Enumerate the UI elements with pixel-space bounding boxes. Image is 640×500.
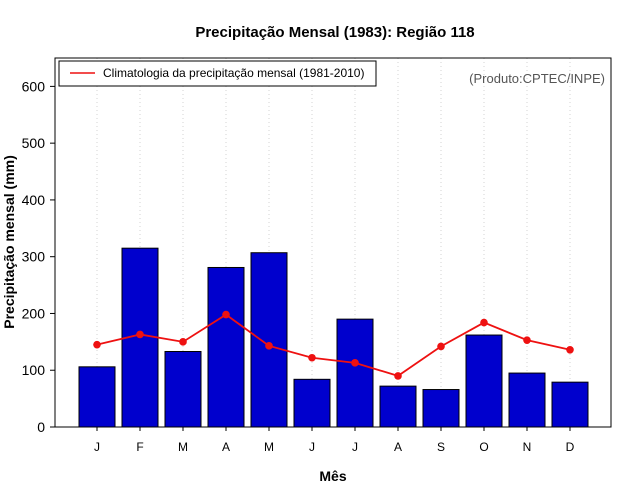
- x-tick-label: A: [222, 440, 230, 454]
- y-tick-label: 500: [22, 135, 46, 151]
- y-axis-label: Precipitação mensal (mm): [1, 155, 17, 329]
- y-tick-label: 200: [22, 305, 46, 321]
- line-point: [394, 372, 402, 380]
- line-point: [265, 342, 273, 350]
- y-tick-label: 100: [22, 362, 46, 378]
- grid: [96, 58, 571, 427]
- x-tick-label: M: [264, 440, 274, 454]
- plot-frame: [54, 57, 612, 428]
- bar: [422, 389, 460, 428]
- y-tick-label: 600: [22, 78, 46, 94]
- y-axis: 0 100 200 300 400 500 600: [22, 78, 55, 435]
- x-tick-label: D: [566, 440, 575, 454]
- bar: [379, 385, 417, 428]
- y-tick-label: 400: [22, 192, 46, 208]
- bar: [207, 266, 245, 428]
- line-point: [351, 359, 359, 367]
- bar: [508, 372, 546, 428]
- bar: [250, 252, 288, 428]
- legend-box: [58, 60, 377, 87]
- x-tick-label: A: [394, 440, 402, 454]
- line-series: [96, 313, 571, 377]
- x-tick-label: J: [352, 440, 358, 454]
- line-point: [480, 318, 488, 327]
- line-point: [566, 345, 574, 354]
- bar: [293, 378, 331, 428]
- line-point: [437, 342, 445, 351]
- climatology-line: [93, 310, 574, 380]
- y-tick-label: 300: [22, 249, 46, 265]
- bar: [78, 366, 116, 428]
- line-point: [523, 336, 531, 344]
- line-point: [308, 353, 316, 362]
- bar: [551, 381, 589, 428]
- x-tick-label: F: [136, 440, 143, 454]
- legend: Climatologia da precipitação mensal (198…: [58, 60, 377, 87]
- x-tick-label: M: [178, 440, 188, 454]
- y-tick-label: 0: [37, 419, 45, 435]
- line-point: [179, 338, 187, 346]
- bar: [164, 350, 202, 428]
- x-axis-label: Mês: [319, 468, 346, 484]
- x-tick-label: N: [523, 440, 532, 454]
- bar: [336, 318, 374, 428]
- x-tick-label: J: [309, 440, 315, 454]
- line-point: [136, 330, 144, 339]
- legend-label: Climatologia da precipitação mensal (198…: [103, 66, 364, 80]
- chart-title: Precipitação Mensal (1983): Região 118: [195, 24, 474, 41]
- x-tick-label: S: [437, 440, 445, 454]
- x-tick-label: J: [94, 440, 100, 454]
- line-point: [93, 340, 101, 349]
- credit-label: (Produto:CPTEC/INPE): [469, 71, 605, 86]
- line-point: [222, 310, 230, 319]
- x-tick-label: O: [479, 440, 488, 454]
- bar: [465, 334, 503, 428]
